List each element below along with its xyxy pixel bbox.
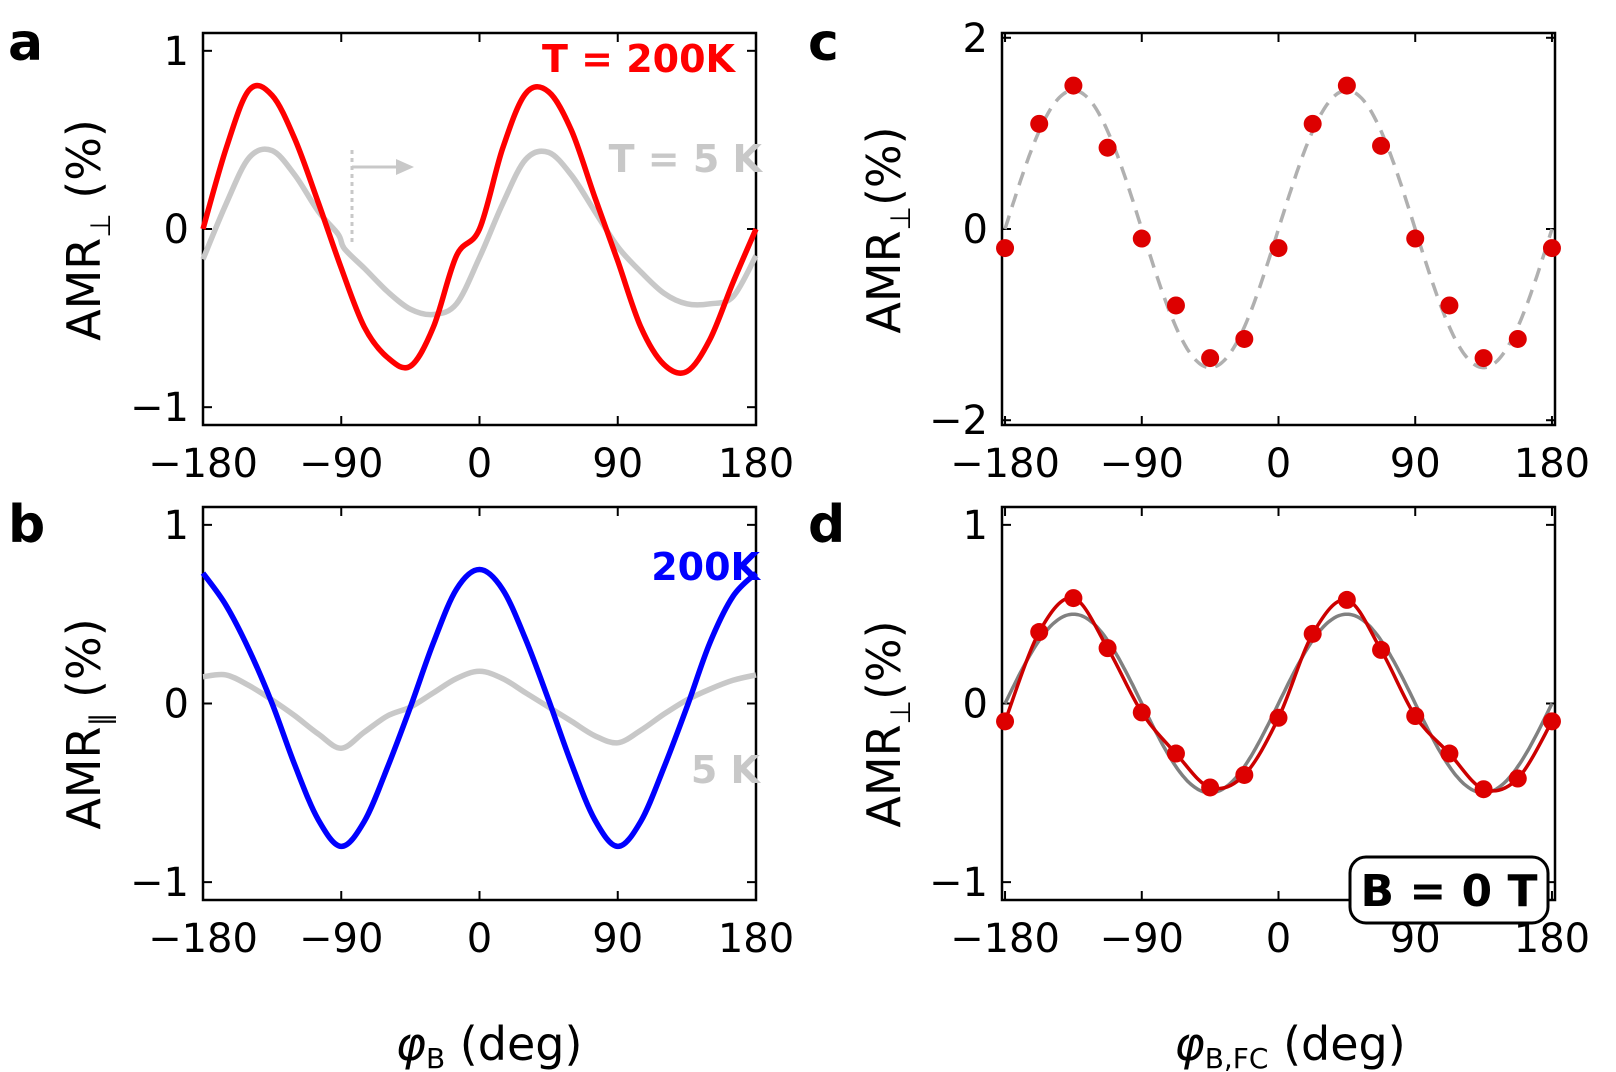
series-line-b — [202, 668, 757, 751]
x-tick-label-c: 180 — [1514, 441, 1590, 487]
plot-a: −180 −90 0 90 180 −1 0 1 — [130, 29, 794, 487]
data-point-c — [1303, 114, 1322, 133]
data-point-d — [1474, 780, 1493, 799]
y-tick-label-b: 0 — [164, 682, 189, 728]
plot-d: −180 −90 0 90 180−101 — [929, 503, 1590, 962]
x-tick-label-c: 0 — [1266, 441, 1291, 487]
x-tick-label-b: 90 — [592, 916, 643, 962]
data-point-d — [1372, 640, 1391, 659]
panel-letter-d: d — [808, 495, 845, 555]
annotation-200k-b: 200K — [651, 545, 761, 589]
xlabel-ab: φB (deg) — [396, 1017, 583, 1072]
data-point-c — [1542, 239, 1561, 258]
data-point-c — [1372, 136, 1391, 155]
x-tick-label-a: 90 — [592, 441, 643, 487]
data-point-c — [1132, 229, 1151, 248]
data-point-c — [1508, 329, 1527, 348]
x-tick-label-d: 0 — [1266, 916, 1291, 962]
data-point-c — [996, 239, 1015, 258]
panel-d: d AMR⊥(%) −180 −90 0 90 180−101 B = 0 T φB,F… — [808, 495, 1590, 1072]
data-point-d — [1406, 707, 1425, 726]
ylabel-a: AMR⊥ (%) — [57, 119, 117, 341]
ylabel-c: AMR⊥(%) — [857, 126, 917, 333]
y-tick-label-c: −2 — [929, 398, 988, 444]
x-tick-label-d: −180 — [950, 916, 1060, 962]
data-point-d — [1337, 590, 1356, 609]
ylabel-b: AMR∥ (%) — [57, 618, 117, 829]
plot-c: −180 −90 0 90 180 −2 0 2 — [929, 16, 1590, 487]
x-tick-label-d: −90 — [1100, 916, 1184, 962]
x-tick-label-a: −90 — [299, 441, 383, 487]
data-point-c — [1166, 296, 1185, 315]
y-tick-label-b: −1 — [130, 860, 189, 906]
data-point-c — [1337, 76, 1356, 95]
x-tick-label-c: −180 — [950, 441, 1060, 487]
x-tick-label-a: −180 — [148, 441, 258, 487]
y-tick-label-a: 1 — [164, 29, 189, 75]
data-point-d — [1132, 703, 1151, 722]
annotation-b0t: B = 0 T — [1361, 866, 1538, 917]
x-tick-label-b: 0 — [467, 916, 492, 962]
series-line-a — [200, 82, 759, 376]
y-tick-label-d: 0 — [963, 682, 988, 728]
data-point-c — [1235, 329, 1254, 348]
xlabel-cd: φB,FC (deg) — [1174, 1017, 1405, 1072]
data-point-d — [1440, 744, 1459, 763]
data-point-c — [1201, 349, 1220, 368]
y-tick-label-d: −1 — [929, 860, 988, 906]
x-tick-label-c: −90 — [1100, 441, 1184, 487]
data-point-d — [1064, 589, 1083, 608]
panel-letter-c: c — [808, 13, 839, 73]
x-tick-label-a: 0 — [467, 441, 492, 487]
x-tick-label-b: 180 — [718, 916, 794, 962]
data-point-c — [1098, 138, 1117, 157]
y-tick-label-c: 2 — [963, 16, 988, 62]
panel-letter-a: a — [8, 13, 43, 73]
data-point-c — [1440, 296, 1459, 315]
data-line-d — [1003, 596, 1554, 793]
y-tick-label-a: −1 — [130, 385, 189, 431]
data-point-d — [1303, 624, 1322, 643]
panel-letter-b: b — [8, 495, 45, 555]
y-tick-label-a: 0 — [164, 207, 189, 253]
data-point-d — [1166, 744, 1185, 763]
x-tick-label-a: 180 — [718, 441, 794, 487]
data-point-d — [1201, 778, 1220, 797]
annotation-5k-a: T = 5 K — [609, 137, 764, 181]
data-point-c — [1064, 76, 1083, 95]
data-point-d — [996, 712, 1015, 731]
data-point-d — [1030, 623, 1049, 642]
x-tick-label-b: −180 — [148, 916, 258, 962]
plot-b: −180 −90 0 90 180 −1 0 1 — [130, 503, 794, 962]
series-line-b — [200, 566, 758, 850]
y-tick-label-c: 0 — [963, 207, 988, 253]
data-point-c — [1269, 239, 1288, 258]
fit-curve-d — [1003, 612, 1554, 795]
x-tick-label-c: 90 — [1390, 441, 1441, 487]
annotation-box-d — [1348, 855, 1550, 925]
y-tick-label-d: 1 — [963, 503, 988, 549]
axes-frame-c — [1000, 31, 1557, 427]
data-point-d — [1235, 765, 1254, 784]
x-tick-label-b: −90 — [299, 916, 383, 962]
series-line-a — [200, 146, 759, 318]
fit-curve-c — [1003, 88, 1554, 370]
annotation-200k-a: T = 200K — [542, 37, 737, 81]
annotation-5k-b: 5 K — [691, 748, 762, 792]
shift-arrow — [350, 150, 414, 245]
data-point-d — [1508, 769, 1527, 788]
panel-b: b AMR∥ (%) −180 −90 0 90 180 −1 0 1 200K 5 K φB… — [8, 495, 794, 1072]
data-point-c — [1406, 229, 1425, 248]
panel-a: a AMR⊥ (%) −180 −90 0 90 180 −1 0 1 T = 200K T … — [8, 13, 794, 487]
data-point-c — [1474, 349, 1493, 368]
y-tick-label-b: 1 — [164, 503, 189, 549]
shift-arrow-head — [396, 159, 414, 175]
ylabel-d: AMR⊥(%) — [857, 620, 917, 827]
panel-c: c AMR⊥(%) −180 −90 0 90 180 −2 0 2 — [808, 13, 1590, 487]
data-point-d — [1269, 708, 1288, 727]
data-point-d — [1542, 712, 1561, 731]
data-point-d — [1098, 639, 1117, 658]
data-point-c — [1030, 114, 1049, 133]
